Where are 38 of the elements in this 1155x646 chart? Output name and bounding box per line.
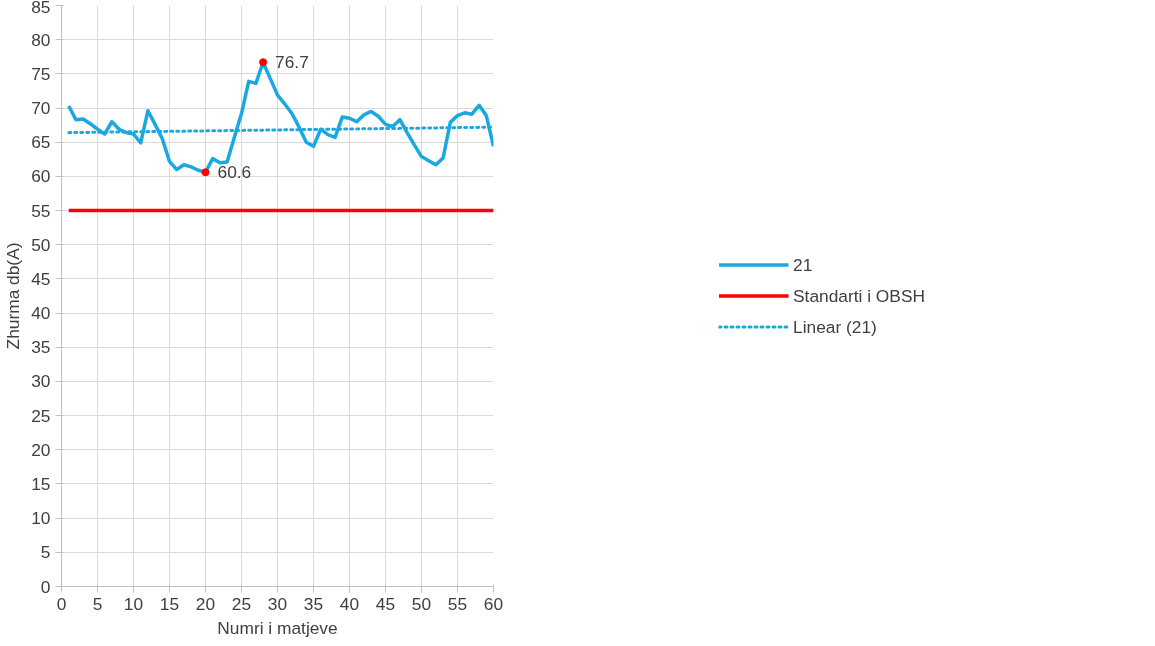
y-tick-label: 50 xyxy=(31,234,51,255)
x-tick-label: 0 xyxy=(56,593,67,614)
y-axis-title: Zhurma db(A) xyxy=(3,242,24,350)
y-tick-label: 65 xyxy=(31,132,51,153)
x-tick-label: 55 xyxy=(447,593,468,614)
x-tick-label: 15 xyxy=(159,593,180,614)
data-label: 60.6 xyxy=(217,162,252,183)
y-tick-label: 75 xyxy=(31,63,51,84)
y-tick-label: 10 xyxy=(31,508,51,529)
x-tick-label: 45 xyxy=(375,593,396,614)
data-label: 76.7 xyxy=(275,52,309,73)
y-tick-label: 40 xyxy=(31,303,51,324)
x-tick-label: 40 xyxy=(339,593,360,614)
y-tick-label: 20 xyxy=(31,439,51,460)
y-tick-label: 85 xyxy=(31,0,51,17)
y-tick-label: 45 xyxy=(31,268,51,289)
legend-label: Linear (21) xyxy=(793,316,877,337)
y-tick-label: 55 xyxy=(31,200,51,221)
legend-label: Standarti i OBSH xyxy=(793,285,925,306)
y-tick-label: 60 xyxy=(31,166,51,187)
y-tick-label: 15 xyxy=(31,473,51,494)
y-tick-label: 70 xyxy=(31,98,51,119)
x-tick-label: 20 xyxy=(195,593,216,614)
x-tick-label: 25 xyxy=(231,593,252,614)
x-axis-title: Numri i matjeve xyxy=(217,617,338,638)
y-tick-label: 25 xyxy=(31,405,51,426)
x-tick-label: 50 xyxy=(411,593,432,614)
y-tick-label: 5 xyxy=(40,542,51,563)
y-tick-label: 80 xyxy=(31,29,51,50)
x-tick-label: 5 xyxy=(92,593,103,614)
y-tick-label: 35 xyxy=(31,337,51,358)
x-tick-label: 35 xyxy=(303,593,324,614)
legend-label: 21 xyxy=(793,254,814,275)
y-tick-label: 30 xyxy=(31,371,51,392)
x-tick-label: 60 xyxy=(483,593,504,614)
x-tick-label: 10 xyxy=(123,593,144,614)
y-tick-label: 0 xyxy=(40,576,51,597)
x-tick-label: 30 xyxy=(267,593,288,614)
